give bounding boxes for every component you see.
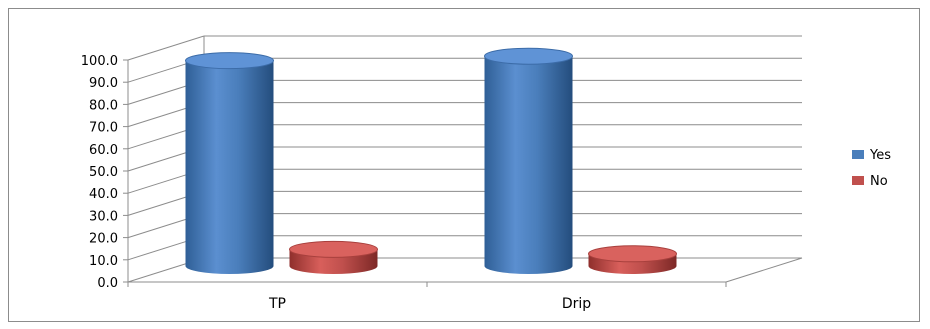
bar-top <box>484 47 573 65</box>
chart-frame <box>8 8 920 322</box>
y-tick-label: 10.0 <box>89 254 118 269</box>
bar-yes-tp <box>185 52 274 275</box>
y-tick-label: 90.0 <box>89 76 118 91</box>
y-tick-label: 60.0 <box>89 143 118 158</box>
floor-edge <box>725 257 803 283</box>
legend-swatch-yes <box>852 150 864 159</box>
legend: Yes No <box>852 148 891 189</box>
legend-label-yes: Yes <box>869 148 891 163</box>
bar-no-drip <box>588 245 677 274</box>
y-tick-label: 20.0 <box>89 232 118 247</box>
y-tick-label: 0.0 <box>97 276 118 291</box>
bar-top <box>185 52 274 70</box>
y-tick-label: 40.0 <box>89 187 118 202</box>
y-tick-label: 80.0 <box>89 98 118 113</box>
bar-body <box>185 60 274 275</box>
x-tick-label: TP <box>268 296 286 312</box>
side-gridline <box>127 35 205 61</box>
y-tick-label: 100.0 <box>81 54 118 69</box>
labels-layer: 0.0 10.0 20.0 30.0 40.0 50.0 60.0 70.0 80.0 90.0 1… <box>81 54 591 312</box>
bar-no-tp <box>289 240 378 274</box>
y-tick-label: 30.0 <box>89 209 118 224</box>
x-tick-label: Drip <box>562 296 591 312</box>
legend-swatch-no <box>852 176 864 185</box>
bar-body <box>484 56 573 275</box>
bar-yes-drip <box>484 47 573 275</box>
y-tick-label: 70.0 <box>89 121 118 136</box>
bars-layer <box>185 47 677 275</box>
bar-top <box>588 245 677 263</box>
legend-label-no: No <box>870 174 888 189</box>
bar-top <box>289 240 378 258</box>
y-tick-label: 50.0 <box>89 165 118 180</box>
